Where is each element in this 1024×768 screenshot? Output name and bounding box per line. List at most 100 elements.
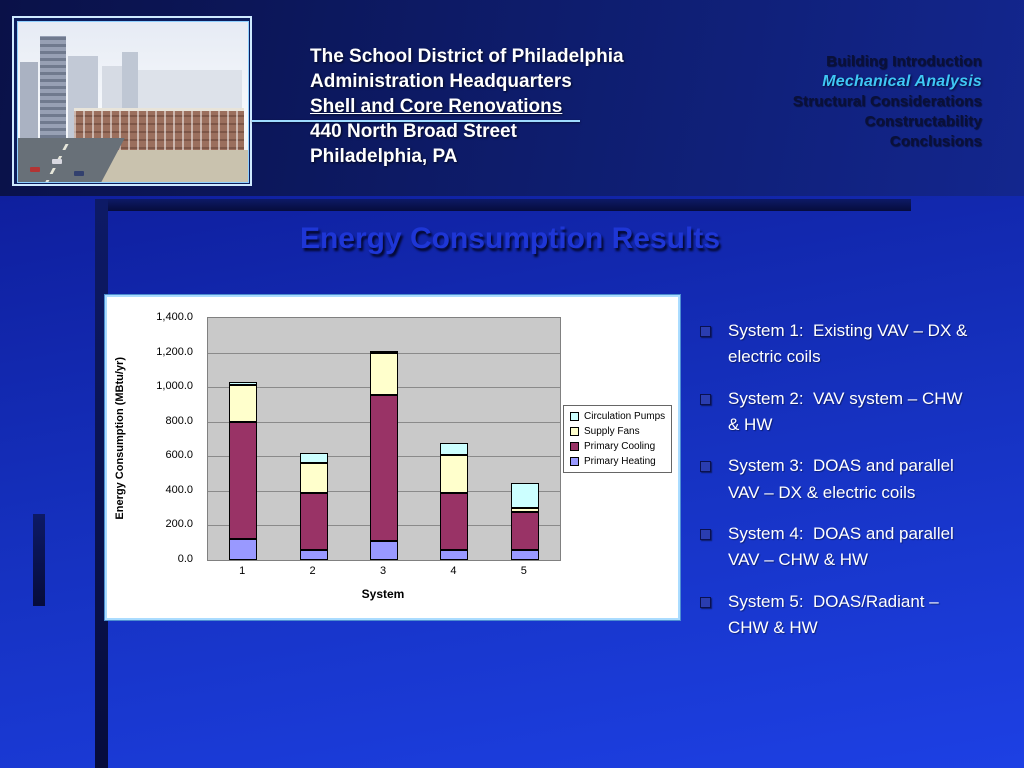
legend-label: Primary Cooling xyxy=(584,441,656,452)
bullet-text: System 2: VAV system – CHW & HW xyxy=(728,388,968,435)
bar-segment-circulation-pumps xyxy=(370,350,399,353)
bar-segment-primary-cooling xyxy=(440,492,469,550)
list-item: System 5: DOAS/Radiant – CHW & HW xyxy=(692,589,972,642)
page-title: Energy Consumption Results xyxy=(299,222,721,255)
y-axis-ticks: 0.0 200.0 400.0 600.0 800.0 1,000.0 1,200.0 1,4… xyxy=(107,311,201,565)
bar-segment-supply-fans xyxy=(510,508,539,513)
bar-segment-primary-heating xyxy=(229,539,258,560)
header-title: The School District of Philadelphia Admin… xyxy=(310,44,624,169)
x-axis-ticks: 1 2 3 4 5 xyxy=(207,565,559,577)
legend-item: Primary Heating xyxy=(570,456,665,467)
bar-segment-circulation-pumps xyxy=(229,381,258,386)
legend-item: Circulation Pumps xyxy=(570,411,665,422)
y-tick-label: 800.0 xyxy=(165,414,193,427)
list-item: System 3: DOAS and parallel VAV – DX & e… xyxy=(692,453,972,506)
header-title-line: Shell and Core Renovations xyxy=(310,96,563,117)
legend-label: Supply Fans xyxy=(584,426,640,437)
bar-system-2 xyxy=(278,318,348,560)
bullet-square-icon xyxy=(700,393,711,405)
header-band: The School District of Philadelphia Admin… xyxy=(0,0,1024,196)
bar-segment-supply-fans xyxy=(229,385,258,422)
x-tick-label: 2 xyxy=(309,565,316,577)
callout-line xyxy=(252,120,580,122)
y-tick-label: 400.0 xyxy=(165,483,193,496)
building-photo xyxy=(12,16,252,186)
y-tick-label: 1,000.0 xyxy=(156,380,193,393)
header-title-line: 440 North Broad Street xyxy=(310,121,517,142)
chart-plot-area xyxy=(207,317,561,561)
bar-segment-primary-cooling xyxy=(299,493,328,550)
y-tick-label: 0.0 xyxy=(177,553,193,565)
legend-swatch-icon xyxy=(570,457,579,466)
bar-system-1 xyxy=(208,318,278,560)
bullet-text: System 4: DOAS and parallel VAV – CHW & … xyxy=(728,524,959,570)
list-item: System 1: Existing VAV – DX & electric c… xyxy=(692,318,972,371)
bar-segment-circulation-pumps xyxy=(440,443,469,456)
x-tick-label: 1 xyxy=(239,565,246,577)
y-tick-label: 600.0 xyxy=(165,449,193,462)
bullet-text: System 1: Existing VAV – DX & electric c… xyxy=(728,321,973,367)
y-tick-label: 1,400.0 xyxy=(156,311,193,323)
legend-label: Primary Heating xyxy=(584,456,656,467)
y-tick-label: 200.0 xyxy=(165,518,193,531)
bar-system-5 xyxy=(490,318,560,560)
nav-item-constructability[interactable]: Constructability xyxy=(864,113,982,130)
skyline-tower xyxy=(40,36,66,152)
bars xyxy=(208,318,560,560)
list-item: System 2: VAV system – CHW & HW xyxy=(692,386,972,439)
bullet-square-icon xyxy=(700,596,711,608)
skyline-building xyxy=(20,62,38,152)
header-title-line: Administration Headquarters xyxy=(310,71,572,92)
bar-segment-supply-fans xyxy=(299,463,328,494)
list-item: System 4: DOAS and parallel VAV – CHW & … xyxy=(692,521,972,574)
legend-swatch-icon xyxy=(570,412,579,421)
bullet-text: System 5: DOAS/Radiant – CHW & HW xyxy=(728,591,944,638)
nav-item-mechanical-analysis[interactable]: Mechanical Analysis xyxy=(822,73,982,90)
bullet-square-icon xyxy=(700,529,711,541)
skyline-building xyxy=(122,52,138,126)
decorative-bar-horizontal xyxy=(95,199,911,211)
decorative-bar-left xyxy=(33,514,45,606)
bar-segment-primary-heating xyxy=(510,549,539,560)
x-axis-label: System xyxy=(361,587,405,601)
photo-city-scene xyxy=(17,21,249,183)
header-title-line: The School District of Philadelphia xyxy=(310,46,624,67)
car xyxy=(74,171,84,176)
bar-segment-circulation-pumps xyxy=(299,452,328,464)
decorative-bar-vertical xyxy=(95,199,108,768)
energy-consumption-chart: Energy Consumption (MBtu/yr) 0.0 200.0 400… xyxy=(104,294,681,621)
bar-segment-primary-cooling xyxy=(370,394,399,541)
y-tick-label: 1,200.0 xyxy=(156,345,193,358)
bar-segment-primary-heating xyxy=(440,549,469,560)
nav-item-structural-considerations[interactable]: Structural Considerations xyxy=(792,93,982,110)
chart-legend: Circulation Pumps Supply Fans Primary Cool… xyxy=(563,405,673,473)
bar-segment-primary-heating xyxy=(299,549,328,560)
legend-swatch-icon xyxy=(570,427,579,436)
bullet-text: System 3: DOAS and parallel VAV – DX & e… xyxy=(728,456,959,502)
car xyxy=(30,167,40,172)
system-bullet-list: System 1: Existing VAV – DX & electric c… xyxy=(692,318,972,656)
bullet-square-icon xyxy=(700,326,711,337)
bar-system-3 xyxy=(349,318,419,560)
x-tick-label: 5 xyxy=(520,565,527,577)
nav-item-conclusions[interactable]: Conclusions xyxy=(889,133,982,150)
x-tick-label: 3 xyxy=(379,565,387,577)
bar-segment-circulation-pumps xyxy=(510,483,539,509)
nav-item-building-introduction[interactable]: Building Introduction xyxy=(826,53,982,70)
bar-segment-primary-heating xyxy=(370,541,399,560)
bar-segment-supply-fans xyxy=(370,352,399,395)
legend-label: Circulation Pumps xyxy=(584,411,666,422)
legend-item: Primary Cooling xyxy=(570,441,665,452)
legend-swatch-icon xyxy=(570,442,579,451)
x-tick-label: 4 xyxy=(450,565,457,577)
bar-segment-supply-fans xyxy=(440,455,469,493)
bar-segment-primary-cooling xyxy=(229,421,258,540)
section-nav: Building Introduction Mechanical Analysis… xyxy=(793,52,982,152)
bar-system-4 xyxy=(419,318,489,560)
car xyxy=(52,159,62,164)
legend-item: Supply Fans xyxy=(570,426,665,437)
bar-segment-primary-cooling xyxy=(510,512,539,550)
header-title-line: Philadelphia, PA xyxy=(310,146,458,167)
bullet-square-icon xyxy=(700,461,711,473)
